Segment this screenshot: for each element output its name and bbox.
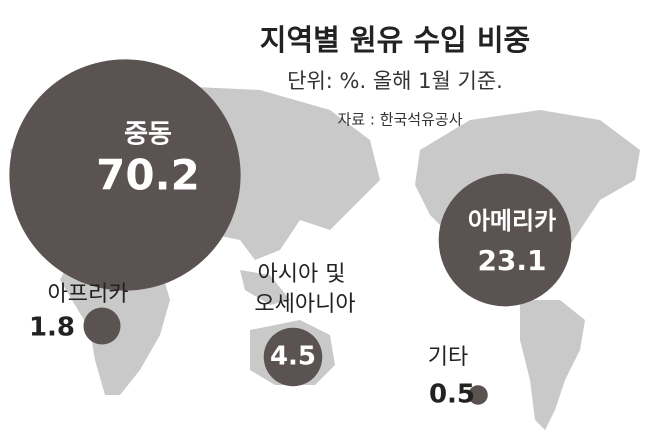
bubble [438,173,572,307]
category-label: 아메리카 [468,207,556,235]
category-label: 아시아 및 오세아니아 [254,262,355,317]
bubble [263,327,323,387]
value-label: 23.1 [477,244,546,277]
category-label: 아프리카 [48,282,129,307]
chart-subtitle: 단위: %. 올해 1월 기준. [287,69,503,93]
value-label: 1.8 [29,313,75,343]
chart-title: 지역별 원유 수입 비중 [260,23,530,57]
category-label: 중동 [124,120,172,150]
bubble [468,385,488,405]
source-note: 자료 : 한국석유공사 [338,111,463,129]
category-label: 기타 [428,345,468,370]
value-label: 4.5 [270,342,316,372]
value-label: 70.2 [96,151,200,200]
bubble [9,59,241,291]
bubble [83,307,121,345]
value-label: 0.5 [429,380,475,410]
